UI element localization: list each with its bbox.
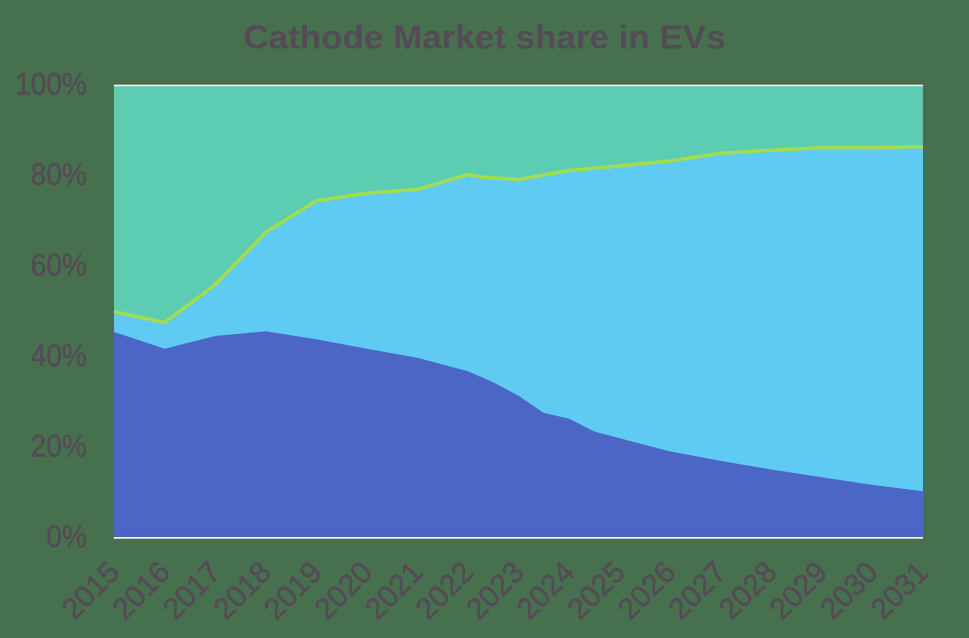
svg-text:Cathode Market share in EVs: Cathode Market share in EVs [243,19,725,56]
svg-text:60%: 60% [31,248,87,283]
svg-text:100%: 100% [15,67,87,102]
svg-text:80%: 80% [31,158,87,193]
svg-text:0%: 0% [46,520,86,555]
svg-text:40%: 40% [31,339,87,374]
svg-text:20%: 20% [31,429,87,464]
